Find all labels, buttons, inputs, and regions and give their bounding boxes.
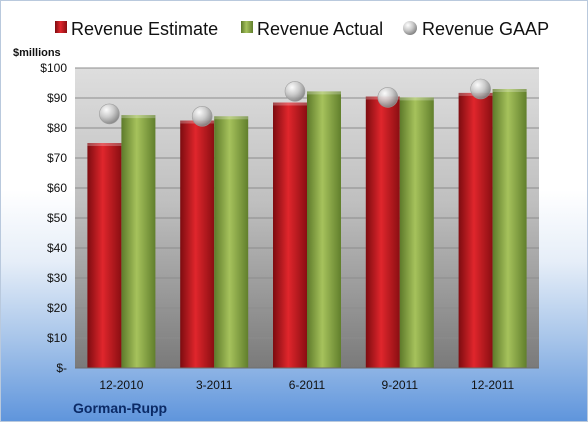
marker-revenue-gaap [470, 78, 491, 100]
legend-item-gaap: Revenue GAAP [403, 19, 549, 39]
y-tick-label: $100 [40, 61, 67, 75]
x-tick-label: 9-2011 [382, 378, 419, 392]
marker-revenue-gaap [99, 103, 120, 125]
bar-revenue-actual [307, 91, 341, 369]
x-tick-label: 12-2010 [99, 378, 143, 392]
marker-revenue-gaap [284, 81, 306, 102]
legend-swatch-gaap [403, 21, 417, 35]
y-tick-label: $60 [47, 181, 67, 195]
bar-revenue-estimate [365, 96, 400, 368]
bar-revenue-actual-cap [399, 97, 434, 101]
x-axis: 12-2010 3-2011 6-2011 9-2011 12-2011 [75, 367, 539, 392]
y-tick-label: $50 [47, 211, 67, 225]
legend-label-actual: Revenue Actual [257, 19, 383, 39]
bar-revenue-actual-cap [214, 116, 249, 120]
y-tick-label: $40 [47, 241, 67, 255]
marker-revenue-gaap [191, 106, 213, 127]
legend-item-estimate: Revenue Estimate [55, 19, 218, 39]
x-tick-label: 12-2011 [471, 378, 514, 392]
y-tick-label: $90 [47, 91, 67, 105]
bar-revenue-estimate [273, 102, 307, 368]
legend-swatch-estimate [55, 21, 67, 33]
company-name: Gorman-Rupp [73, 400, 167, 416]
x-tick-label: 3-2011 [196, 378, 233, 392]
bar-revenue-actual [214, 116, 249, 368]
bar-revenue-estimate-cap [273, 102, 307, 106]
y-tick-label: $80 [47, 121, 67, 135]
x-tick-label: 6-2011 [289, 378, 326, 392]
legend-label-estimate: Revenue Estimate [71, 19, 218, 39]
bar-revenue-estimate [458, 92, 493, 369]
legend-item-actual: Revenue Actual [241, 19, 383, 39]
legend: Revenue Estimate Revenue Actual Revenue … [55, 19, 549, 39]
bar-revenue-actual-cap [121, 115, 156, 119]
y-tick-label: $20 [47, 301, 67, 315]
y-axis: $- $10 $20 $30 $40 $50 $60 $70 $80 $90 $100 [40, 61, 67, 375]
legend-swatch-actual [241, 21, 253, 33]
bar-revenue-estimate [180, 120, 215, 368]
y-tick-label: $30 [47, 271, 67, 285]
y-tick-label: $70 [47, 151, 67, 165]
bar-revenue-actual-cap [492, 89, 527, 92]
y-tick-label: $10 [47, 331, 67, 345]
bar-revenue-actual [399, 97, 434, 369]
bar-revenue-actual [492, 89, 527, 368]
gaap-markers [99, 78, 491, 127]
bars [87, 89, 527, 369]
bar-revenue-actual [121, 115, 156, 368]
marker-revenue-gaap [377, 87, 399, 108]
bar-revenue-actual-cap [307, 91, 341, 95]
bar-revenue-estimate [87, 143, 122, 368]
y-axis-unit-label: $millions [13, 47, 61, 59]
y-tick-label: $- [56, 361, 67, 375]
bar-revenue-estimate-cap [87, 143, 122, 146]
legend-label-gaap: Revenue GAAP [422, 19, 549, 39]
